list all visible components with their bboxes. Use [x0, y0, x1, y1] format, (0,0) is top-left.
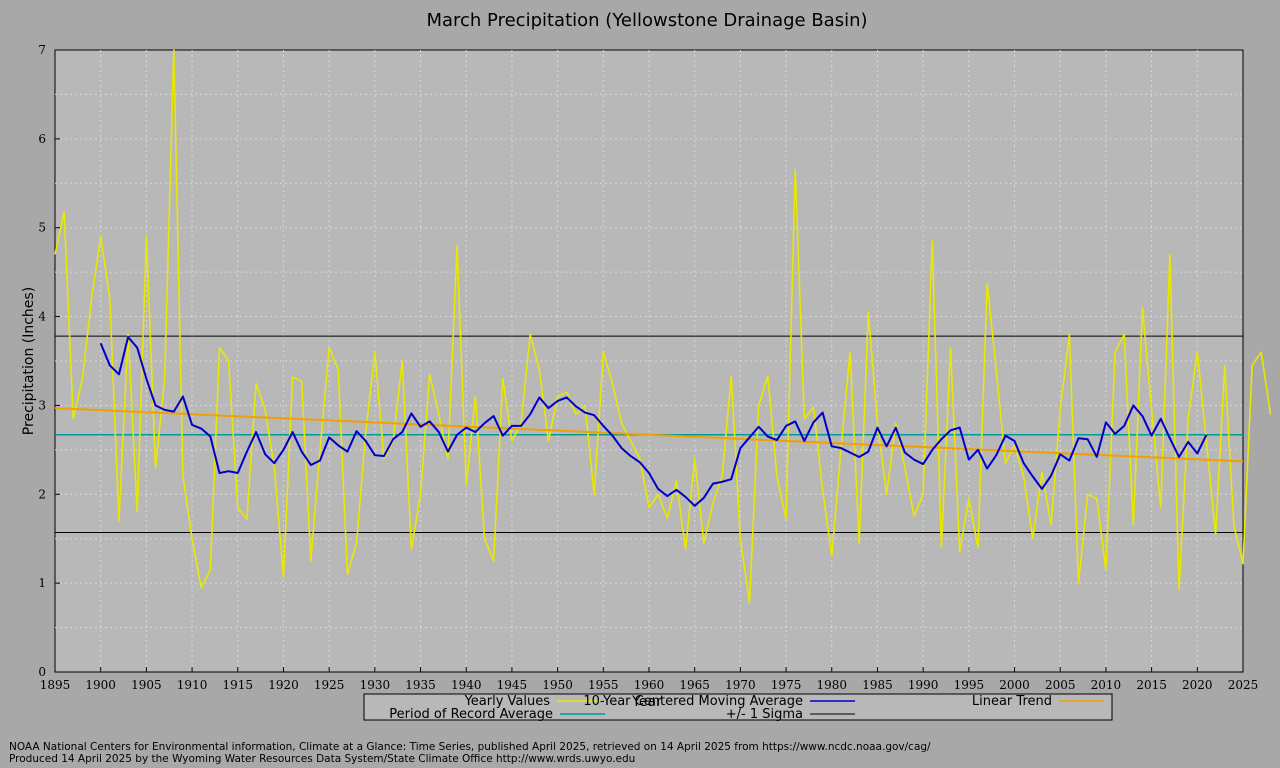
series-lines	[54, 49, 1272, 604]
legend-label-yearly: Yearly Values	[464, 694, 551, 709]
legend-label-trend: Linear Trend	[972, 694, 1052, 709]
y-tick-label: 5	[38, 221, 46, 235]
x-tick-label: 1895	[40, 678, 71, 692]
precipitation-chart: March Precipitation (Yellowstone Drainag…	[21, 10, 1272, 722]
moving-average-line	[99, 336, 1208, 507]
legend-box	[363, 693, 1113, 721]
x-tick-label: 1935	[405, 678, 436, 692]
x-tick-label: 1955	[588, 678, 619, 692]
legend-label-sigma: +/- 1 Sigma	[726, 707, 803, 722]
x-tick-label: 2000	[999, 678, 1030, 692]
x-tick-label: 1910	[177, 678, 208, 692]
legend: Yearly Values 10-Year Centered Moving Av…	[363, 693, 1113, 722]
y-tick-label: 6	[38, 132, 46, 146]
x-tick-label: 1995	[954, 678, 985, 692]
x-tick-label: 2010	[1091, 678, 1122, 692]
footer-line-1: NOAA National Centers for Environmental …	[9, 741, 931, 753]
x-tick-label: 1905	[131, 678, 162, 692]
y-tick-label: 0	[38, 665, 46, 679]
x-tick-label: 1930	[360, 678, 391, 692]
x-tick-label: 1950	[542, 678, 573, 692]
x-tick-label: 1985	[862, 678, 893, 692]
legend-label-period-average: Period of Record Average	[389, 707, 553, 722]
x-tick-label: 1945	[497, 678, 528, 692]
y-tick-label: 4	[38, 310, 46, 324]
x-tick-label: 1975	[771, 678, 802, 692]
x-axis-title: Year	[631, 694, 662, 710]
x-tick-label: 1965	[679, 678, 710, 692]
chart-title: March Precipitation (Yellowstone Drainag…	[426, 10, 867, 31]
x-tick-label: 1925	[314, 678, 345, 692]
x-tick-label: 1970	[725, 678, 756, 692]
y-tick-label: 3	[38, 398, 46, 412]
linear-trend-line	[54, 407, 1244, 463]
x-tick-label: 2025	[1228, 678, 1259, 692]
x-tick-label: 2005	[1045, 678, 1076, 692]
x-tick-label: 2015	[1136, 678, 1167, 692]
x-tick-label: 1990	[908, 678, 939, 692]
x-tick-label: 1940	[451, 678, 482, 692]
x-tick-label: 1960	[634, 678, 665, 692]
footer-line-2: Produced 14 April 2025 by the Wyoming Wa…	[9, 753, 636, 765]
x-tick-label: 1900	[85, 678, 116, 692]
legend-label-moving-average: 10-Year Centered Moving Average	[583, 694, 803, 709]
footer-credits: NOAA National Centers for Environmental …	[9, 741, 931, 765]
y-tick-label: 1	[38, 576, 46, 590]
x-tick-label: 1915	[222, 678, 253, 692]
x-tick-label: 2020	[1182, 678, 1213, 692]
y-tick-label: 7	[38, 43, 46, 57]
x-tick-label: 1920	[268, 678, 299, 692]
y-tick-label: 2	[38, 487, 46, 501]
axis-ticks: 1895 1900 1905 1910 1915 1920 1925 1930 1935 1940…	[38, 43, 1258, 692]
x-tick-label: 1980	[816, 678, 847, 692]
y-axis-title: Precipitation (Inches)	[21, 287, 37, 435]
yearly-values-line	[54, 49, 1272, 604]
